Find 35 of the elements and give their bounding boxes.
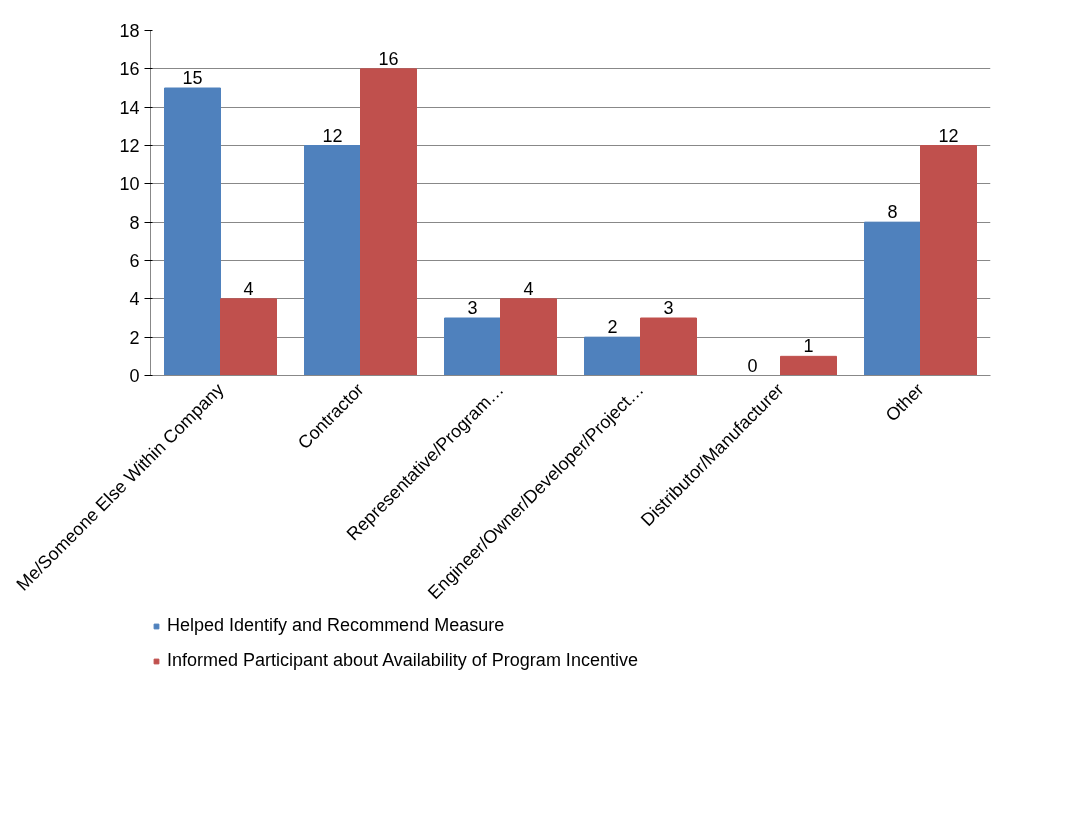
- data-label: 4: [523, 278, 534, 299]
- legend-label: Informed Participant about Availability of Program Incentive: [167, 650, 638, 671]
- y-tick-label: 18: [119, 21, 140, 41]
- data-label: 4: [243, 278, 254, 299]
- y-tick-label: 6: [129, 251, 140, 271]
- y-tick-label: 0: [129, 366, 140, 386]
- data-label: 12: [938, 125, 959, 146]
- data-label: 3: [467, 298, 478, 318]
- bar: [864, 221, 921, 376]
- bar: [304, 145, 361, 376]
- data-label: 2: [607, 317, 618, 338]
- y-tick-label: 16: [119, 59, 140, 80]
- y-tick-label: 12: [119, 136, 140, 156]
- bar: [640, 317, 697, 376]
- y-tick-label: 8: [129, 212, 140, 233]
- bar: [220, 298, 277, 376]
- bar: [444, 317, 501, 376]
- bar: [164, 87, 221, 376]
- data-label: 12: [322, 125, 343, 146]
- data-label: 8: [887, 202, 898, 223]
- bar: [360, 68, 417, 376]
- y-tick-label: 2: [129, 327, 140, 348]
- y-tick-label: 10: [119, 174, 140, 195]
- bar: [780, 355, 837, 376]
- y-tick-label: 14: [119, 97, 140, 118]
- bar: [584, 336, 641, 376]
- bar: [500, 298, 557, 376]
- data-label: 3: [663, 298, 674, 318]
- bar: [920, 145, 977, 376]
- data-label: 1: [803, 336, 814, 357]
- data-label: 15: [182, 68, 203, 88]
- data-label: 0: [747, 355, 758, 376]
- y-tick-label: 4: [129, 289, 140, 310]
- data-label: 16: [378, 48, 399, 69]
- legend-label: Helped Identify and Recommend Measure: [167, 615, 505, 636]
